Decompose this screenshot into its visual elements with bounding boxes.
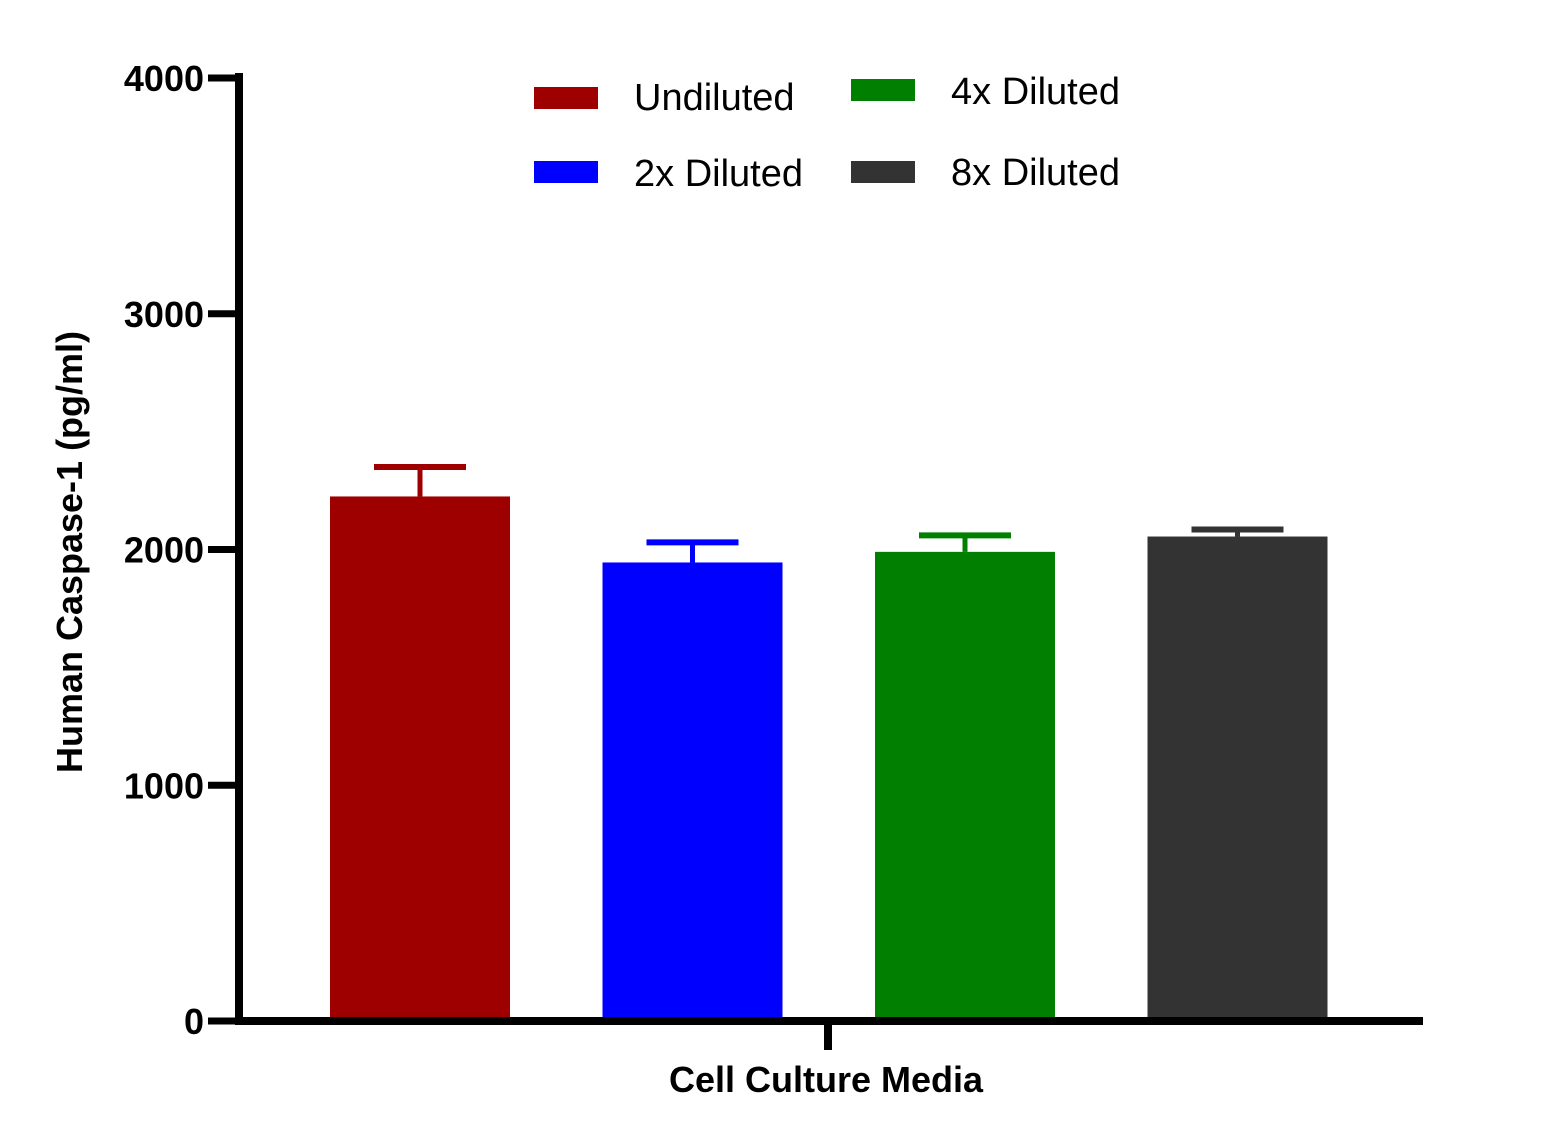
y-tick-label: 2000 [124,530,204,571]
legend-swatch [534,87,598,109]
bar [602,562,783,1021]
y-tick-label: 3000 [124,294,204,335]
legend-swatch [851,79,915,101]
y-axis-title: Human Caspase-1 (pg/ml) [49,331,90,773]
error-bars-layer [374,463,1284,563]
bar [875,551,1055,1021]
legend-label: 8x Diluted [951,152,1120,194]
bars-layer [330,496,1328,1021]
x-axis-title: Cell Culture Media [669,1059,984,1100]
legend: Undiluted 2x Diluted 4x Diluted 8x Diluted [534,71,1120,195]
legend-swatch [851,161,915,183]
y-tick-label: 1000 [124,765,204,806]
legend-swatch [534,161,598,183]
y-ticks-layer: 0 1000 2000 3000 4000 [124,58,239,1042]
y-tick-label: 4000 [124,58,204,99]
bar [1147,536,1328,1021]
legend-label: Undiluted [634,77,795,119]
bar [330,496,510,1021]
legend-label: 2x Diluted [634,153,803,195]
y-tick-label: 0 [184,1001,204,1042]
legend-label: 4x Diluted [951,71,1120,113]
